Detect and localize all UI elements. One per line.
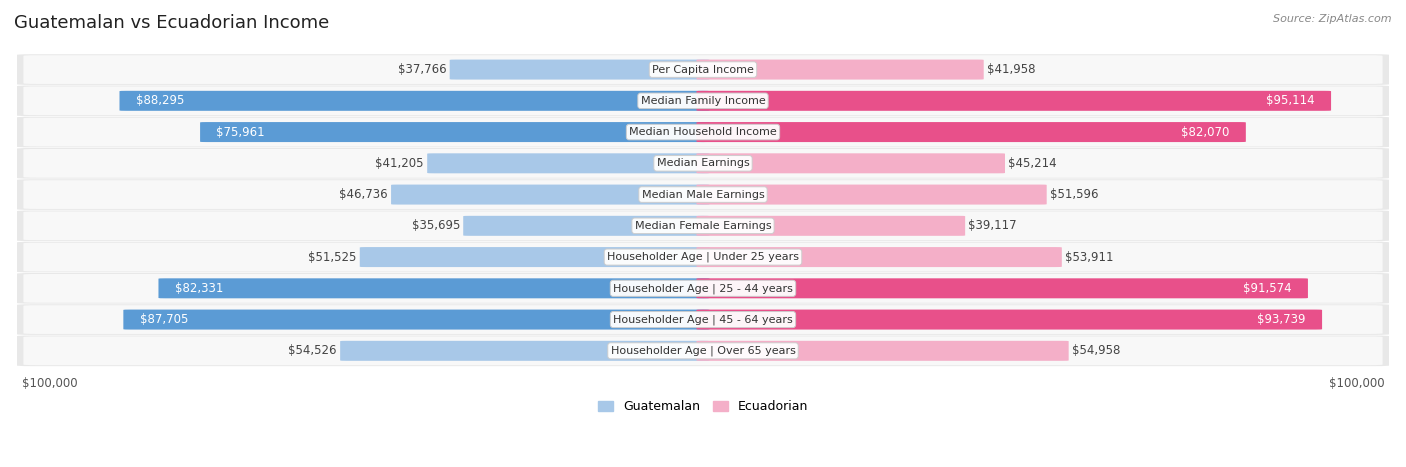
Text: $54,958: $54,958 [1071, 344, 1121, 357]
Text: Median Female Earnings: Median Female Earnings [634, 221, 772, 231]
Text: Guatemalan vs Ecuadorian Income: Guatemalan vs Ecuadorian Income [14, 14, 329, 32]
Text: $35,695: $35,695 [412, 219, 460, 232]
FancyBboxPatch shape [17, 211, 1389, 241]
FancyBboxPatch shape [124, 310, 710, 330]
FancyBboxPatch shape [17, 117, 1389, 148]
Text: $51,525: $51,525 [308, 251, 357, 263]
Text: $39,117: $39,117 [969, 219, 1017, 232]
FancyBboxPatch shape [24, 86, 1382, 115]
FancyBboxPatch shape [696, 278, 1308, 298]
Text: Median Male Earnings: Median Male Earnings [641, 190, 765, 199]
Text: $95,114: $95,114 [1267, 94, 1315, 107]
Legend: Guatemalan, Ecuadorian: Guatemalan, Ecuadorian [593, 396, 813, 418]
FancyBboxPatch shape [696, 153, 1005, 173]
FancyBboxPatch shape [696, 184, 1046, 205]
FancyBboxPatch shape [696, 341, 1069, 361]
FancyBboxPatch shape [200, 122, 710, 142]
Text: $93,739: $93,739 [1257, 313, 1306, 326]
FancyBboxPatch shape [24, 336, 1382, 365]
FancyBboxPatch shape [159, 278, 710, 298]
Text: Per Capita Income: Per Capita Income [652, 64, 754, 75]
Text: Median Household Income: Median Household Income [628, 127, 778, 137]
FancyBboxPatch shape [696, 310, 1322, 330]
Text: $75,961: $75,961 [217, 126, 266, 139]
FancyBboxPatch shape [696, 60, 984, 79]
Text: $41,958: $41,958 [987, 63, 1035, 76]
FancyBboxPatch shape [17, 273, 1389, 304]
Text: $53,911: $53,911 [1066, 251, 1114, 263]
Text: Householder Age | Under 25 years: Householder Age | Under 25 years [607, 252, 799, 262]
FancyBboxPatch shape [24, 274, 1382, 303]
Text: Householder Age | 25 - 44 years: Householder Age | 25 - 44 years [613, 283, 793, 294]
Text: Householder Age | 45 - 64 years: Householder Age | 45 - 64 years [613, 314, 793, 325]
FancyBboxPatch shape [450, 60, 710, 79]
FancyBboxPatch shape [696, 247, 1062, 267]
FancyBboxPatch shape [17, 148, 1389, 179]
FancyBboxPatch shape [696, 122, 1246, 142]
FancyBboxPatch shape [340, 341, 710, 361]
FancyBboxPatch shape [24, 55, 1382, 84]
FancyBboxPatch shape [696, 216, 965, 236]
Text: $82,331: $82,331 [174, 282, 224, 295]
FancyBboxPatch shape [24, 149, 1382, 177]
FancyBboxPatch shape [360, 247, 710, 267]
FancyBboxPatch shape [427, 153, 710, 173]
FancyBboxPatch shape [17, 242, 1389, 272]
Text: $91,574: $91,574 [1243, 282, 1292, 295]
Text: $37,766: $37,766 [398, 63, 447, 76]
Text: $88,295: $88,295 [136, 94, 184, 107]
Text: $82,070: $82,070 [1181, 126, 1229, 139]
Text: $45,214: $45,214 [1008, 157, 1057, 170]
FancyBboxPatch shape [24, 305, 1382, 334]
FancyBboxPatch shape [17, 85, 1389, 116]
FancyBboxPatch shape [24, 180, 1382, 209]
Text: $54,526: $54,526 [288, 344, 337, 357]
FancyBboxPatch shape [696, 91, 1331, 111]
Text: $41,205: $41,205 [375, 157, 425, 170]
FancyBboxPatch shape [24, 243, 1382, 271]
Text: Median Earnings: Median Earnings [657, 158, 749, 168]
Text: $51,596: $51,596 [1050, 188, 1098, 201]
FancyBboxPatch shape [24, 118, 1382, 147]
FancyBboxPatch shape [17, 179, 1389, 210]
Text: $46,736: $46,736 [339, 188, 388, 201]
FancyBboxPatch shape [463, 216, 710, 236]
Text: Source: ZipAtlas.com: Source: ZipAtlas.com [1274, 14, 1392, 24]
FancyBboxPatch shape [17, 335, 1389, 366]
FancyBboxPatch shape [24, 212, 1382, 240]
Text: Householder Age | Over 65 years: Householder Age | Over 65 years [610, 346, 796, 356]
FancyBboxPatch shape [17, 54, 1389, 85]
Text: $87,705: $87,705 [139, 313, 188, 326]
FancyBboxPatch shape [17, 304, 1389, 335]
Text: Median Family Income: Median Family Income [641, 96, 765, 106]
FancyBboxPatch shape [391, 184, 710, 205]
FancyBboxPatch shape [120, 91, 710, 111]
